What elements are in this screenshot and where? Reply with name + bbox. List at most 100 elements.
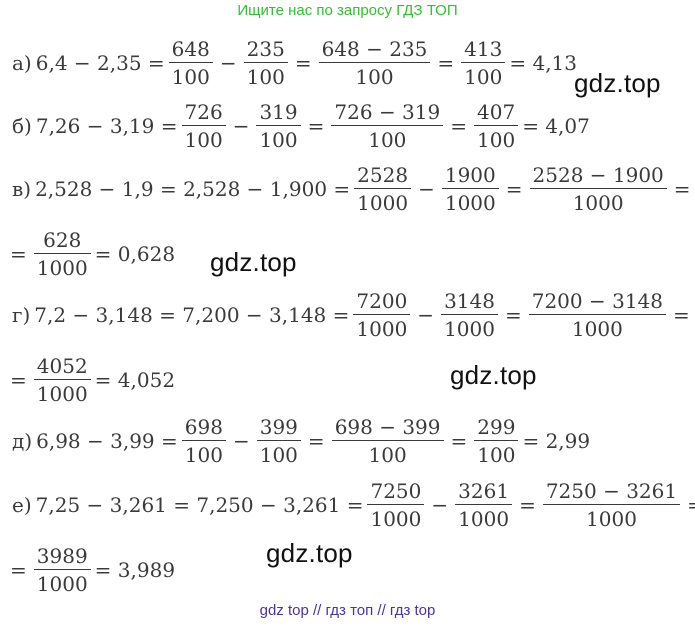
denominator: 100 [464, 65, 503, 89]
numerator: 726 [184, 100, 223, 124]
denominator: 1000 [444, 317, 495, 341]
denominator: 100 [368, 128, 407, 152]
numerator: 7250 [370, 479, 422, 503]
denominator: 1000 [36, 256, 88, 280]
fraction: 7200 − 3148 1000 [528, 289, 667, 341]
search-hint-banner: Ищите нас по запросу ГДЗ ТОП [237, 2, 458, 19]
operator: = [10, 558, 27, 582]
expression: 2,528 − 1,9 = 2,528 − 1,900 = [35, 177, 351, 201]
solution-line-g: г) 7,2 − 3,148 = 7,200 − 3,148 = 7200 100… [10, 285, 695, 345]
denominator: 1000 [36, 572, 88, 596]
operator: − [232, 429, 250, 453]
fraction: 3148 1000 [441, 291, 498, 339]
fraction-bar [33, 379, 91, 380]
numerator: 4052 [36, 354, 88, 378]
numerator: 726 − 319 [334, 100, 441, 124]
watermark: gdz.top [574, 68, 661, 98]
watermark: gdz.top [210, 247, 297, 277]
operator: = [519, 493, 536, 517]
watermark: gdz.top [266, 538, 353, 568]
operator: − [232, 114, 250, 138]
fraction-bar [441, 314, 498, 315]
fraction: 7250 1000 [367, 479, 425, 531]
fraction: 2528 − 1900 1000 [529, 165, 667, 213]
solution-line-b: б) 7,26 − 3,19 = 726 100 − 319 100 = 726 −… [10, 96, 592, 156]
expression: 6,4 − 2,35 = [35, 51, 165, 75]
operator: = [437, 51, 455, 75]
fraction-bar [367, 504, 425, 505]
numerator: 299 [477, 415, 516, 439]
operator: = [307, 114, 325, 138]
fraction-bar [256, 440, 301, 441]
numerator: 407 [477, 100, 516, 124]
operator: = [307, 429, 325, 453]
numerator: 648 [171, 37, 210, 61]
operator: − [417, 303, 435, 327]
result: = 2,99 [522, 429, 591, 453]
fraction: 235 100 [243, 39, 288, 89]
denominator: 100 [246, 65, 285, 89]
operator: = [450, 114, 467, 138]
fraction: 2528 1000 [354, 163, 412, 215]
fraction: 698 100 [181, 417, 226, 467]
fraction-bar [168, 62, 213, 63]
fraction-bar [441, 188, 499, 189]
numerator: 3148 [444, 289, 495, 313]
solution-line-v: в) 2,528 − 1,9 = 2,528 − 1,900 = 2528 100… [10, 159, 695, 219]
denominator: 100 [477, 443, 516, 467]
expression: 7,25 − 3,261 = 7,250 − 3,261 = [35, 493, 364, 517]
numerator: 698 − 399 [334, 415, 441, 439]
expression: 6,98 − 3,99 = [36, 429, 178, 453]
denominator: 100 [355, 65, 394, 89]
result: = 4,13 [509, 51, 578, 75]
numerator: 319 [259, 100, 298, 124]
numerator: 3989 [36, 544, 88, 568]
numerator: 7200 [356, 289, 408, 313]
numerator: 399 [259, 415, 298, 439]
fraction-bar [528, 314, 667, 315]
fraction-bar [181, 125, 226, 126]
fraction-bar [181, 440, 226, 441]
numerator: 3261 [458, 479, 510, 503]
fraction: 7250 − 3261 1000 [542, 479, 681, 531]
numerator: 628 [43, 228, 82, 252]
operator: = [294, 51, 312, 75]
fraction: 3989 1000 [33, 544, 91, 596]
fraction: 628 1000 [33, 228, 91, 280]
fraction-bar [455, 504, 513, 505]
operator: = [504, 303, 522, 327]
denominator: 100 [259, 443, 298, 467]
solution-line-g-continued: = 4052 1000 = 4,052 [10, 350, 177, 410]
operator: = [673, 303, 690, 327]
denominator: 100 [184, 443, 223, 467]
numerator: 1900 [444, 163, 496, 187]
denominator: 1000 [586, 507, 637, 531]
operator: = [10, 242, 27, 266]
fraction-bar [353, 314, 411, 315]
fraction-bar [33, 569, 91, 570]
fraction: 648 100 [168, 37, 213, 89]
solution-line-d: д) 6,98 − 3,99 = 698 100 − 399 100 = 698 −… [10, 411, 592, 471]
operator: = [673, 177, 691, 201]
fraction-bar [318, 62, 431, 63]
item-label: г) [12, 303, 31, 327]
denominator: 1000 [356, 317, 408, 341]
numerator: 7200 − 3148 [531, 289, 664, 313]
denominator: 1000 [357, 191, 409, 215]
numerator: 7250 − 3261 [545, 479, 678, 503]
denominator: 100 [171, 65, 210, 89]
fraction: 319 100 [256, 100, 301, 150]
solution-line-a: а) 6,4 − 2,35 = 648 100 − 235 100 = 648 − … [10, 33, 579, 93]
result: = 4,07 [522, 114, 590, 138]
fraction: 648 − 235 100 [318, 39, 431, 89]
fraction: 3261 1000 [455, 479, 513, 529]
fraction: 1900 1000 [441, 163, 499, 213]
footer-links: gdz top // гдз топ // гдз top [259, 602, 436, 619]
operator: = [682, 493, 695, 517]
fraction: 4052 1000 [33, 354, 91, 404]
denominator: 1000 [571, 317, 623, 341]
denominator: 1000 [370, 507, 422, 531]
numerator: 2528 [357, 163, 409, 187]
item-label: д) [12, 429, 33, 453]
item-label: а) [12, 51, 32, 75]
